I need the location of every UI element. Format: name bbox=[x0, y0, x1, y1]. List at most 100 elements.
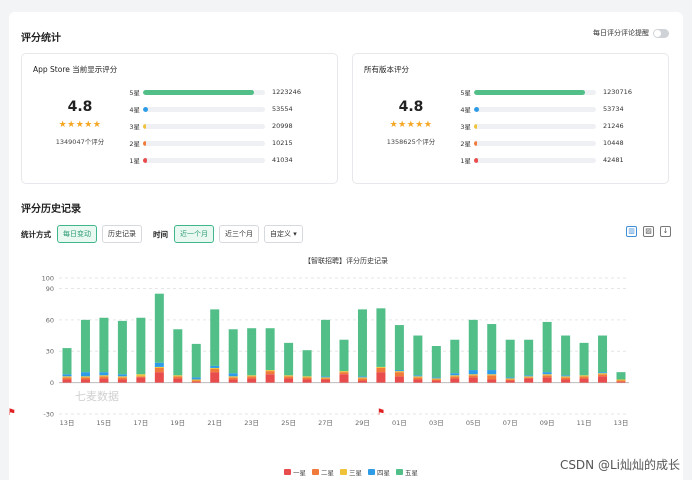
bar-segment bbox=[616, 372, 626, 380]
legend-label: 五星 bbox=[405, 469, 419, 477]
star-row-label: 1星 bbox=[129, 157, 140, 165]
star-row-fill bbox=[143, 89, 254, 95]
bar-segment bbox=[505, 380, 515, 383]
star-row-value: 42481 bbox=[603, 156, 624, 164]
bar-segment bbox=[302, 376, 312, 378]
bar-segment bbox=[561, 376, 571, 378]
bar-segment bbox=[302, 350, 312, 377]
bar-segment bbox=[394, 371, 404, 373]
legend-label: 四星 bbox=[377, 469, 391, 477]
bar-segment bbox=[265, 328, 275, 371]
bar-segment bbox=[284, 378, 294, 383]
bar-segment bbox=[505, 378, 515, 380]
y-tick-label: 100 bbox=[42, 275, 54, 283]
bar-segment bbox=[191, 381, 201, 383]
flag-marker-icon: ⚑ bbox=[377, 408, 385, 418]
bar-segment bbox=[228, 373, 238, 377]
star-row-track bbox=[143, 123, 265, 129]
flag-marker-icon: ⚑ bbox=[9, 408, 16, 418]
bar-segment bbox=[80, 379, 90, 383]
bar-segment bbox=[598, 372, 608, 374]
bar-segment bbox=[579, 376, 589, 379]
bar-segment bbox=[191, 377, 201, 380]
star-row-fill bbox=[143, 157, 147, 163]
bar-segment bbox=[450, 375, 460, 377]
bar-segment bbox=[321, 319, 331, 377]
bar-segment bbox=[339, 371, 349, 373]
daily-reminder: 每日评分评论提醒 bbox=[593, 28, 669, 38]
bar-segment bbox=[99, 378, 109, 383]
star-row: 5星 1230716 bbox=[459, 88, 632, 97]
bar-segment bbox=[136, 376, 146, 378]
bar-segment bbox=[542, 372, 552, 375]
star-row-value: 21246 bbox=[603, 122, 624, 130]
bar-segment bbox=[524, 375, 534, 377]
bar-segment bbox=[598, 376, 608, 383]
star-row-fill bbox=[474, 106, 479, 112]
bar-segment bbox=[210, 372, 220, 383]
bar-segment bbox=[450, 376, 460, 379]
bar-segment bbox=[468, 374, 478, 376]
bar-segment bbox=[413, 376, 423, 378]
star-row-track bbox=[143, 89, 265, 95]
star-row-track bbox=[474, 89, 596, 95]
bar-segment bbox=[173, 375, 183, 377]
x-tick-label: 25日 bbox=[281, 419, 296, 427]
legend-label: 二星 bbox=[321, 469, 335, 477]
image-icon[interactable]: ▨ bbox=[643, 226, 654, 237]
x-tick-label: 01日 bbox=[392, 419, 407, 427]
y-tick-label: -30 bbox=[43, 411, 54, 419]
bar-segment bbox=[561, 379, 571, 383]
last-three-months-button[interactable]: 近三个月 bbox=[219, 225, 259, 243]
bar-segment bbox=[413, 375, 423, 377]
bar-segment bbox=[62, 374, 72, 377]
bar-segment bbox=[80, 319, 90, 373]
bar-segment bbox=[505, 379, 515, 381]
last-month-button[interactable]: 近一个月 bbox=[174, 225, 214, 243]
bar-segment bbox=[191, 343, 201, 378]
bar-segment bbox=[376, 308, 386, 367]
history-record-button[interactable]: 历史记录 bbox=[102, 225, 142, 243]
star-row: 2星 10215 bbox=[128, 139, 293, 148]
bar-segment bbox=[579, 342, 589, 376]
download-icon[interactable]: ↓ bbox=[660, 226, 671, 237]
reminder-toggle[interactable] bbox=[653, 28, 669, 38]
star-row-fill bbox=[143, 106, 148, 112]
bar-segment bbox=[487, 370, 497, 375]
bar-segment bbox=[431, 380, 441, 383]
bar-segment bbox=[80, 372, 90, 377]
bar-segment bbox=[450, 378, 460, 383]
star-row: 4星 53734 bbox=[459, 105, 623, 114]
bar-segment bbox=[321, 377, 331, 379]
panel-title: App Store 当前显示评分 bbox=[33, 65, 118, 74]
star-row-label: 2星 bbox=[460, 140, 471, 148]
star-row-track bbox=[474, 157, 596, 163]
star-row-fill bbox=[143, 123, 147, 129]
bar-segment bbox=[228, 329, 238, 374]
bar-segment bbox=[247, 378, 257, 383]
star-row: 1星 41034 bbox=[128, 156, 292, 165]
bar-segment bbox=[99, 372, 109, 376]
bar-segment bbox=[468, 370, 478, 375]
bar-chart-icon[interactable]: ▥ bbox=[626, 226, 637, 237]
bar-segment bbox=[357, 377, 367, 379]
bar-segment bbox=[321, 376, 331, 378]
x-tick-label: 15日 bbox=[97, 419, 112, 427]
star-row-value: 10215 bbox=[272, 139, 293, 147]
star-row-label: 4星 bbox=[460, 106, 471, 114]
custom-range-dropdown[interactable]: 自定义 ▾ bbox=[264, 225, 303, 243]
bar-segment bbox=[487, 374, 497, 376]
star-row: 5星 1223246 bbox=[128, 88, 301, 97]
star-row-fill bbox=[474, 123, 478, 129]
bar-segment bbox=[339, 372, 349, 375]
bar-segment bbox=[265, 371, 275, 375]
bar-segment bbox=[136, 317, 146, 375]
bar-segment bbox=[616, 381, 626, 383]
star-row: 3星 20998 bbox=[128, 122, 292, 131]
bar-segment bbox=[376, 372, 386, 383]
daily-change-button[interactable]: 每日变动 bbox=[57, 225, 97, 243]
star-row-value: 1230716 bbox=[603, 88, 632, 96]
bar-segment bbox=[210, 367, 220, 370]
bar-segment bbox=[431, 346, 441, 378]
average-score: 4.8 bbox=[398, 99, 424, 115]
